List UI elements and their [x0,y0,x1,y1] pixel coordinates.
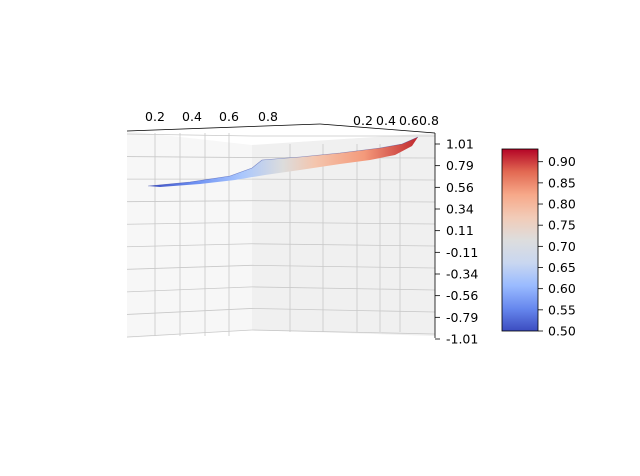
z-grid-left [126,200,253,203]
colorbar: 0.90 0.85 0.80 0.75 0.70 0.65 0.60 0.55 0.50 [501,148,576,339]
z-tick-label: -1.01 [446,332,478,347]
y-tick-label: 0.4 [376,113,396,128]
z-grid-left [126,133,253,137]
y-tick-labels: 0.2 0.4 0.6 0.8 [353,113,439,128]
z-grid-right [251,243,436,247]
x-tick-label: 0.2 [145,109,165,124]
y-tick-label: 0.2 [353,113,373,128]
x-tick-label: 0.4 [182,109,202,124]
top-edge-left [126,123,321,132]
z-grid-right [251,329,436,335]
z-grid-left [126,156,253,158]
surface-front-edge [147,136,419,187]
z-grid-right [251,308,436,313]
z-tick-label: 0.79 [446,158,474,173]
axes-3d [126,123,436,338]
colorbar-gradient [501,148,539,332]
z-tick-label: -0.34 [446,267,478,282]
y-tick-label: 0.8 [419,113,439,128]
top-edge-right [319,123,436,134]
z-tick-label: 0.56 [446,180,474,195]
z-grid-right [251,221,436,225]
colorbar-tick-label: 0.60 [548,281,576,296]
z-tick-labels: 1.01 0.79 0.56 0.34 0.11 -0.11 -0.34 -0.56 -0.79… [435,137,478,347]
z-grid-left [126,286,253,293]
z-tick-label: 1.01 [446,137,474,152]
z-tick-label: 0.11 [446,223,474,238]
y-tick-label: 0.6 [399,113,419,128]
colorbar-tick-label: 0.55 [548,302,576,317]
z-grid-right [251,178,436,181]
right-pane [252,133,435,336]
colorbar-tick-label: 0.90 [548,154,576,169]
z-grid-left [126,243,253,248]
grid-lines [126,133,436,338]
colorbar-ticks: 0.90 0.85 0.80 0.75 0.70 0.65 0.60 0.55 0.50 [538,154,576,339]
z-grid-right [251,286,436,291]
x-tick-labels: 0.2 0.4 0.6 0.8 [145,109,278,124]
z-grid-right [251,200,436,203]
z-grid-left [126,264,253,270]
colorbar-tick-label: 0.70 [548,239,576,254]
z-grid-left [126,329,253,338]
z-grid-left [126,308,253,315]
x-tick-label: 0.8 [258,109,278,124]
z-tick-label: -0.56 [446,288,478,303]
colorbar-tick-label: 0.75 [548,218,576,233]
surface [147,136,419,187]
left-pane [127,131,252,338]
colorbar-tick-label: 0.65 [548,260,576,275]
colorbar-tick-label: 0.50 [548,324,576,339]
colorbar-tick-label: 0.80 [548,197,576,212]
z-grid-left [126,221,253,225]
z-tick-label: -0.11 [446,245,478,260]
x-tick-label: 0.6 [219,109,239,124]
z-tick-label: 0.34 [446,202,474,217]
colorbar-tick-label: 0.85 [548,175,576,190]
surface-ribbon [148,137,418,187]
z-grid-right [251,264,436,269]
z-tick-label: -0.79 [446,310,478,325]
